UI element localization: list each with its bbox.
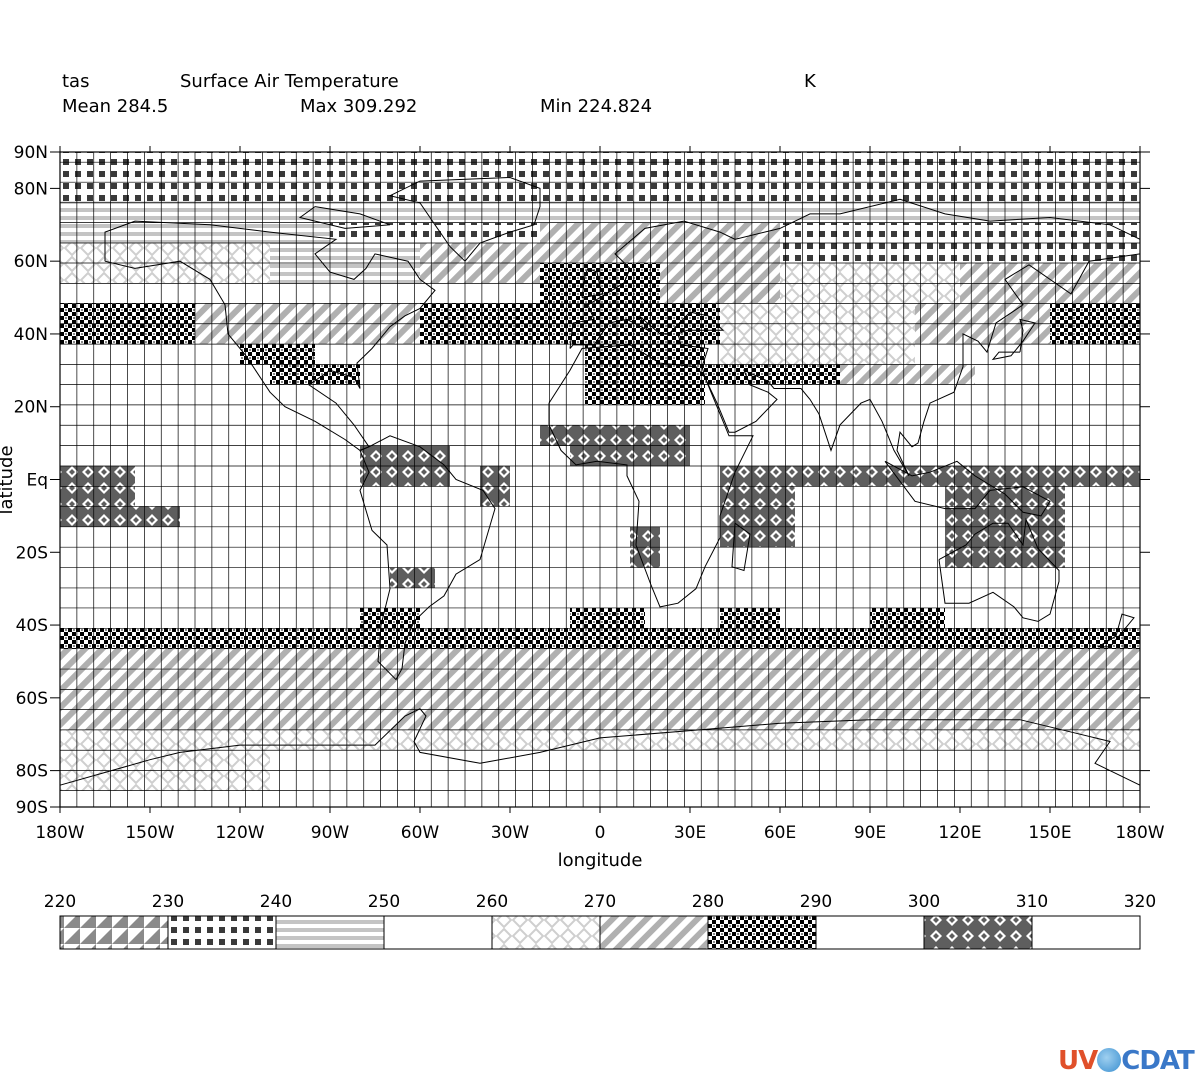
coastline-10 (1097, 613, 1135, 648)
temperature-cell-40 (720, 607, 780, 629)
coastline-7 (388, 176, 541, 262)
temperature-cell-17 (720, 303, 915, 365)
colorbar-swatch (923, 915, 1033, 950)
coastlines (59, 176, 1141, 786)
colorbar-level-label: 310 (1016, 892, 1048, 912)
temperature-cell-21 (270, 364, 360, 385)
temperature-cell-41 (870, 607, 945, 629)
variable-long-name: Surface Air Temperature (180, 71, 399, 92)
colorbar-swatch (599, 915, 709, 950)
coastline-12 (298, 206, 391, 229)
min-stat: Min 224.824 (540, 96, 653, 117)
x-tick-label: 30W (491, 823, 530, 843)
x-axis-ticks: 180W 150W 120W 90W 60W 30W 0 30E 60E 90E 120E 150E 1… (35, 146, 1165, 843)
colorbar-level-label: 250 (368, 892, 400, 912)
temperature-cell-24 (840, 364, 975, 385)
y-tick-label: 80S (16, 762, 48, 782)
colorbar-level-label: 290 (800, 892, 832, 912)
colorbar-swatch (707, 915, 817, 950)
y-tick-label: 90N (14, 143, 48, 163)
logo-text-uv: UV (1058, 1046, 1098, 1076)
colorbar-swatch (383, 915, 493, 950)
y-tick-label: Eq (26, 471, 48, 491)
y-tick-label: 20S (16, 543, 48, 563)
coastline-6 (59, 708, 1141, 786)
uvcdat-logo: UV CDAT (1058, 1046, 1195, 1076)
x-tick-label: 150E (1028, 823, 1071, 843)
temperature-cell-31 (720, 466, 1140, 487)
mean-stat: Mean 284.5 (62, 96, 169, 117)
temperature-cell-32 (720, 486, 795, 548)
coastline-3 (569, 198, 1141, 349)
coastline-5 (938, 517, 1060, 622)
colorbar-swatch (167, 915, 277, 950)
x-tick-label: 60E (764, 823, 796, 843)
temperature-cell-20 (240, 344, 315, 365)
colorbar: 220 230 240 250 260 270 280 290 300 310 320 (44, 892, 1156, 950)
y-tick-label: 60S (16, 689, 48, 709)
x-tick-label: 90W (311, 823, 350, 843)
x-tick-label: 150W (125, 823, 174, 843)
max-stat: Max 309.292 (300, 96, 418, 117)
temperature-cell-25 (540, 425, 570, 446)
coastline-13 (731, 522, 751, 572)
temperature-cell-39 (570, 607, 645, 629)
colorbar-level-label: 270 (584, 892, 616, 912)
x-axis-title: longitude (558, 850, 643, 871)
colorbar-swatch (815, 915, 925, 950)
colorbar-swatch (59, 915, 169, 950)
colorbar-level-label: 240 (260, 892, 292, 912)
coastline-2 (548, 344, 754, 608)
y-axis-title: latitude (0, 445, 17, 514)
logo-text-cdat: CDAT (1121, 1046, 1195, 1076)
coastline-4 (569, 253, 1141, 477)
y-tick-label: 90S (16, 798, 48, 818)
coastline-8 (991, 318, 1036, 361)
x-tick-label: 120E (938, 823, 981, 843)
lat-lon-grid (59, 151, 1141, 808)
temperature-cell-35 (390, 567, 435, 588)
temperature-cell-3 (330, 222, 540, 243)
colorbar-level-label: 320 (1124, 892, 1156, 912)
y-tick-label: 60N (14, 252, 48, 272)
y-tick-label: 40S (16, 616, 48, 636)
y-tick-label: 20N (14, 398, 48, 418)
units-label: K (804, 71, 816, 92)
colorbar-swatch (1031, 915, 1141, 950)
y-axis-ticks: 90N 80N 60N 40N 20N Eq 20S 40S 60S 80S 90S (14, 143, 1150, 818)
globe-icon (1097, 1048, 1122, 1072)
x-tick-label: 120W (215, 823, 264, 843)
temperature-cell-30 (60, 506, 180, 527)
x-tick-label: 30E (674, 823, 706, 843)
colorbar-level-label: 230 (152, 892, 184, 912)
temperature-cell-23 (705, 364, 840, 385)
variable-name: tas (62, 71, 90, 92)
temperature-cell-22 (585, 344, 705, 405)
coastline-1 (359, 435, 496, 681)
x-tick-label: 60W (401, 823, 440, 843)
y-tick-label: 40N (14, 325, 48, 345)
temperature-cell-42 (480, 628, 1140, 649)
colorbar-level-label: 300 (908, 892, 940, 912)
x-tick-label: 180W (1115, 823, 1164, 843)
coastline-11 (884, 460, 1051, 517)
colorbar-level-label: 280 (692, 892, 724, 912)
colorbar-swatch (275, 915, 385, 950)
x-tick-label: 90E (854, 823, 886, 843)
colorbar-level-label: 220 (44, 892, 76, 912)
colorbar-level-label: 260 (476, 892, 508, 912)
coastline-0 (104, 220, 436, 451)
y-tick-label: 80N (14, 179, 48, 199)
x-tick-label: 0 (595, 823, 606, 843)
x-tick-label: 180W (35, 823, 84, 843)
colorbar-swatch (491, 915, 601, 950)
coastline-9 (581, 267, 604, 299)
